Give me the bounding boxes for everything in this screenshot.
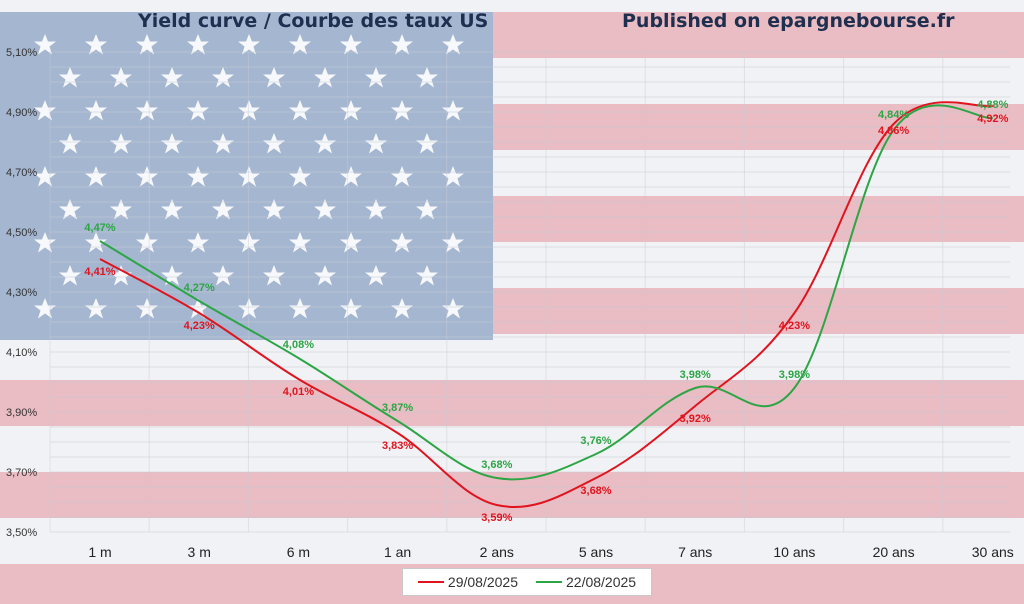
y-tick-label: 5,10% xyxy=(6,47,37,59)
legend-label: 22/08/2025 xyxy=(566,574,637,590)
y-tick-label: 4,10% xyxy=(6,347,37,359)
x-category-label: 2 ans xyxy=(480,544,514,560)
legend-item-series-2: 22/08/2025 xyxy=(536,574,636,590)
x-category-label: 1 an xyxy=(384,544,411,560)
series-line-29-08-2025 xyxy=(99,101,993,509)
legend-label: 29/08/2025 xyxy=(447,574,518,590)
x-axis-categories: 1 m 3 m 6 m 1 an 2 ans 5 ans 7 ans 10 ans 20 ans… xyxy=(88,544,1013,560)
data-label: 4,08% xyxy=(283,339,314,351)
data-label: 4,88% xyxy=(977,99,1008,111)
data-labels: 4,41% 4,23% 4,01% 3,83% 3,59% 3,68% 3,92% 4,23%… xyxy=(84,99,1008,524)
chart-title: Yield curve / Courbe des taux US xyxy=(138,10,489,32)
data-label: 4,86% xyxy=(878,125,909,137)
data-label: 4,47% xyxy=(84,222,115,234)
data-label: 3,83% xyxy=(382,440,413,452)
x-category-label: 7 ans xyxy=(678,544,712,560)
data-label: 3,68% xyxy=(580,485,611,497)
y-tick-label: 4,70% xyxy=(6,167,37,179)
publisher-credit: Published on epargnebourse.fr xyxy=(622,10,955,32)
x-category-label: 30 ans xyxy=(972,544,1014,560)
data-label: 3,76% xyxy=(580,435,611,447)
y-tick-label: 4,50% xyxy=(6,227,37,239)
series-lines xyxy=(99,101,993,509)
grid-lines xyxy=(49,51,1010,533)
x-category-label: 20 ans xyxy=(873,544,915,560)
flag-red-stripe xyxy=(0,380,1024,426)
data-label: 3,92% xyxy=(680,413,711,425)
data-label: 3,98% xyxy=(680,369,711,381)
y-tick-label: 4,90% xyxy=(6,107,37,119)
data-label: 4,23% xyxy=(779,320,810,332)
y-tick-label: 4,30% xyxy=(6,287,37,299)
y-axis-ticks: 3,50% 3,70% 3,90% 4,10% 4,30% 4,50% 4,70% 4,90%… xyxy=(6,47,37,539)
x-category-label: 5 ans xyxy=(579,544,613,560)
data-label: 3,98% xyxy=(779,369,810,381)
x-category-label: 10 ans xyxy=(773,544,815,560)
data-label: 4,27% xyxy=(184,282,215,294)
x-category-label: 3 m xyxy=(188,544,211,560)
legend-swatch-red-line xyxy=(417,581,444,583)
chart-legend: 29/08/2025 22/08/2025 xyxy=(402,568,652,596)
y-tick-label: 3,70% xyxy=(6,467,37,479)
data-label: 4,41% xyxy=(84,266,115,278)
x-category-label: 6 m xyxy=(287,544,310,560)
y-tick-label: 3,90% xyxy=(6,407,37,419)
legend-item-series-1: 29/08/2025 xyxy=(417,574,518,590)
data-label: 4,84% xyxy=(878,109,909,121)
y-tick-label: 3,50% xyxy=(6,527,37,539)
legend-swatch-green-line xyxy=(536,581,562,583)
data-label: 4,92% xyxy=(977,113,1008,125)
x-category-label: 1 m xyxy=(88,544,111,560)
data-label: 3,59% xyxy=(481,512,512,524)
series-line-22-08-2025 xyxy=(99,104,993,481)
data-label: 4,23% xyxy=(184,320,215,332)
data-label: 4,01% xyxy=(283,386,314,398)
data-label: 3,87% xyxy=(382,402,413,414)
data-label: 3,68% xyxy=(481,459,512,471)
